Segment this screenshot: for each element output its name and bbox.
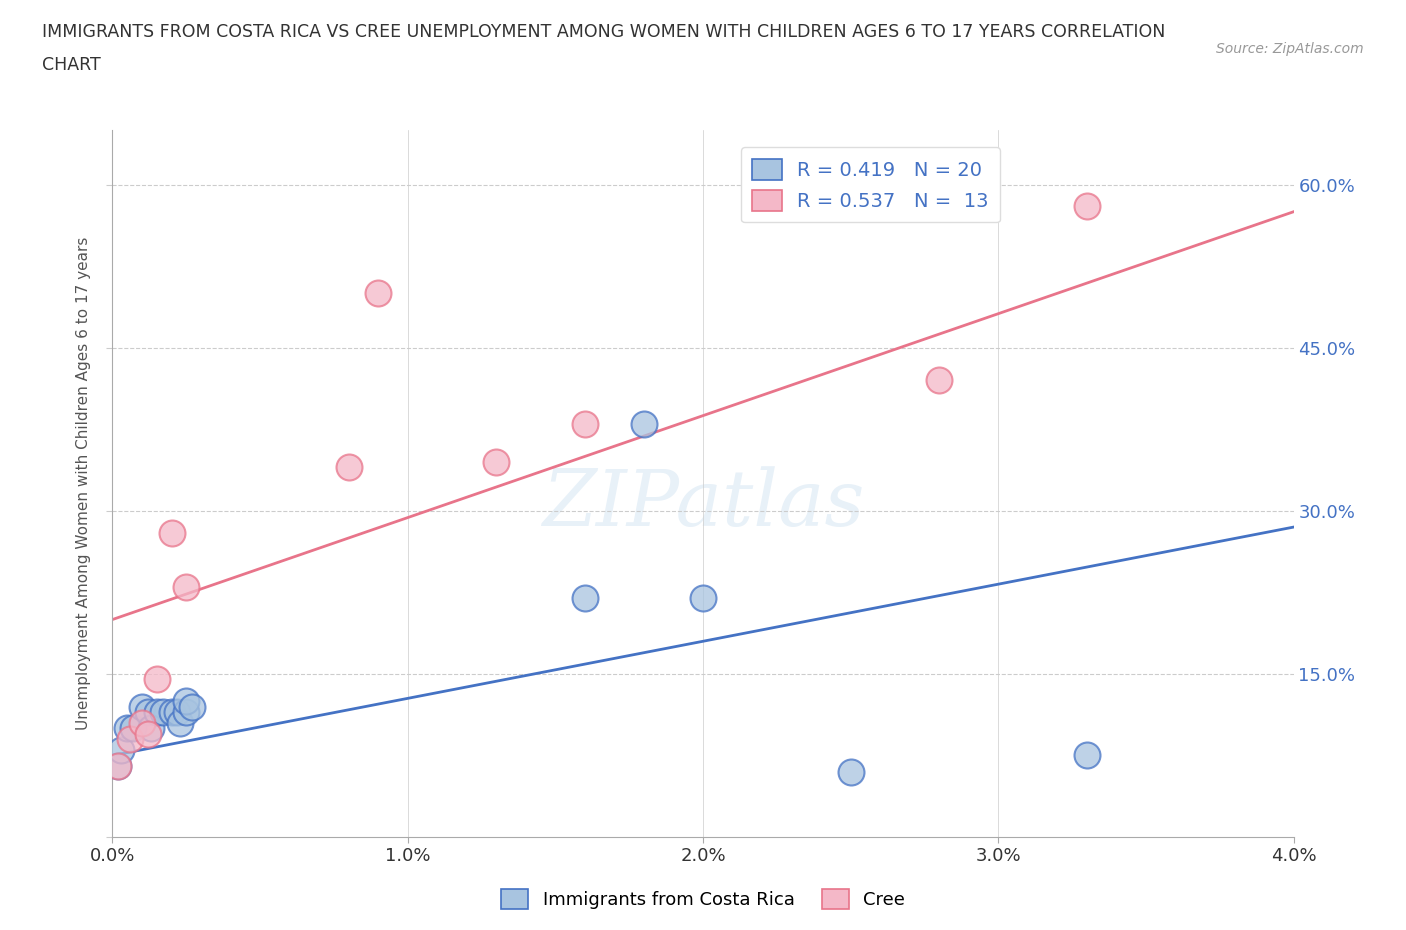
Point (122, 721, 145, 736)
Point (146, 671, 169, 686)
Point (131, 715, 153, 730)
Point (174, 579, 197, 594)
Point (174, 705, 197, 720)
Point (107, 759, 129, 774)
Point (152, 705, 174, 720)
Point (146, 705, 169, 720)
Point (160, 705, 183, 720)
Point (166, 705, 188, 720)
Point (181, 699, 204, 714)
Y-axis label: Unemployment Among Women with Children Ages 6 to 17 years: Unemployment Among Women with Children A… (76, 237, 91, 730)
Text: IMMIGRANTS FROM COSTA RICA VS CREE UNEMPLOYMENT AMONG WOMEN WITH CHILDREN AGES 6: IMMIGRANTS FROM COSTA RICA VS CREE UNEMP… (42, 23, 1166, 41)
Point (174, 694, 197, 709)
Point (139, 721, 162, 736)
Point (1076, 748, 1098, 763)
Point (136, 705, 159, 720)
Point (692, 591, 714, 605)
Legend: R = 0.419   N = 20, R = 0.537   N =  13: R = 0.419 N = 20, R = 0.537 N = 13 (741, 147, 1000, 222)
Point (107, 759, 129, 774)
Text: Source: ZipAtlas.com: Source: ZipAtlas.com (1216, 42, 1364, 56)
Point (633, 417, 655, 432)
Text: CHART: CHART (42, 56, 101, 73)
Point (136, 726, 159, 741)
Point (839, 764, 862, 779)
Point (928, 373, 950, 388)
Point (485, 455, 508, 470)
Point (574, 417, 596, 432)
Point (131, 699, 153, 714)
Point (574, 591, 596, 605)
Point (337, 459, 360, 474)
Point (117, 721, 138, 736)
Point (1076, 199, 1098, 214)
Point (160, 525, 183, 540)
Point (120, 732, 142, 747)
Legend: Immigrants from Costa Rica, Cree: Immigrants from Costa Rica, Cree (494, 882, 912, 916)
Point (169, 715, 191, 730)
Text: ZIPatlas: ZIPatlas (541, 467, 865, 543)
Point (367, 286, 389, 300)
Point (110, 742, 132, 757)
